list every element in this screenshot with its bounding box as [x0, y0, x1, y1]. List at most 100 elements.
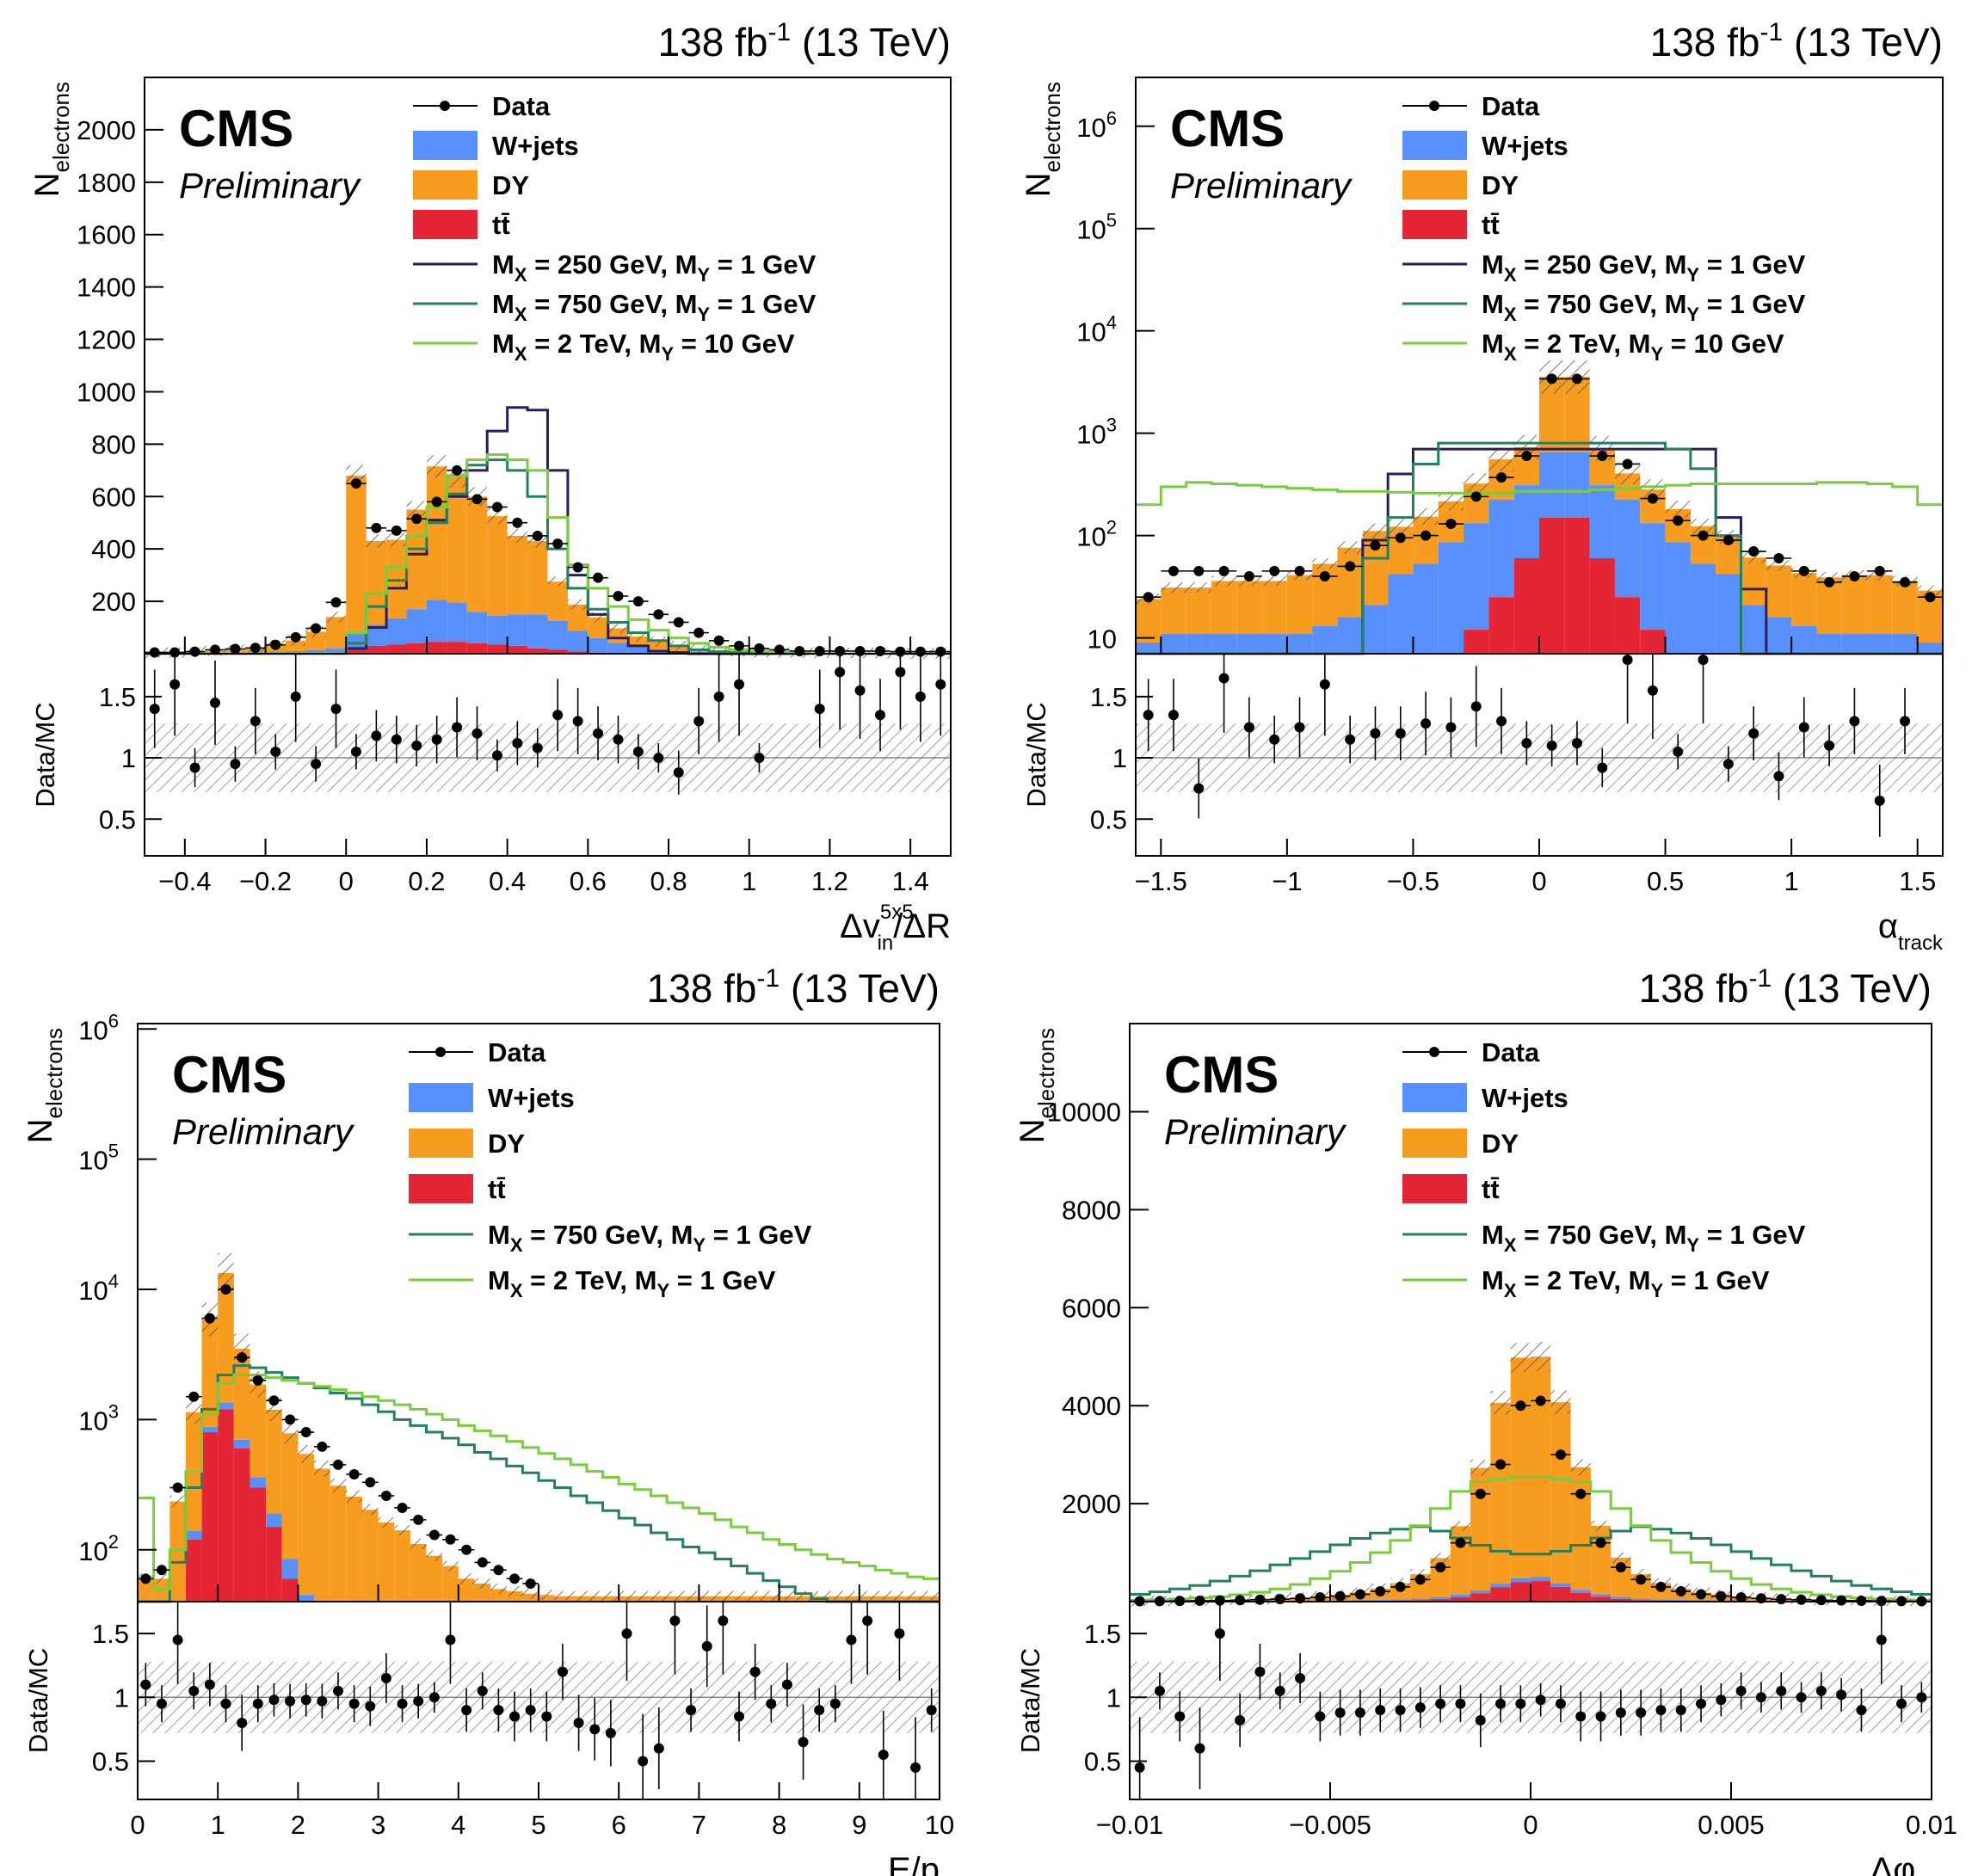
- mc-uncertainty-band: [547, 576, 568, 587]
- legend-label: tt̄: [492, 210, 510, 240]
- data-point: [1243, 570, 1254, 581]
- y-tick-exponent: 5: [1106, 210, 1117, 231]
- wjets-bar: [1630, 1598, 1651, 1601]
- ratio-uncertainty-band: [145, 723, 951, 792]
- ratio-y-axis-label: Data/MC: [1015, 1648, 1045, 1753]
- legend-entry: tt̄: [1402, 1174, 1500, 1204]
- legend-sub: Y: [1686, 264, 1699, 286]
- mc-uncertainty-band: [747, 1590, 763, 1602]
- mc-uncertainty-band: [619, 1590, 635, 1602]
- legend-label: MX = 250 GeV, MY = 1 GeV: [1482, 249, 1806, 286]
- ratio-point: [209, 697, 220, 708]
- wjets-bar: [1589, 485, 1615, 559]
- data-point: [397, 1502, 408, 1513]
- x-axis-label-rest: /ΔR: [893, 907, 951, 945]
- legend-label-text: M: [1482, 289, 1504, 319]
- legend-sub: X: [510, 1234, 523, 1256]
- x-tick-label: 0: [1531, 866, 1546, 896]
- wjets-bar: [1917, 643, 1943, 654]
- legend-sub: X: [515, 343, 527, 365]
- data-point: [391, 525, 402, 536]
- wjets-bar: [1640, 523, 1666, 630]
- ratio-point: [1295, 1673, 1306, 1684]
- legend-label-text: W+jets: [492, 131, 579, 161]
- ratio-point: [1776, 1685, 1787, 1696]
- ratio-point: [589, 1724, 601, 1735]
- legend-label-text: tt̄: [488, 1174, 506, 1204]
- data-point: [169, 647, 181, 658]
- mc-uncertainty-band: [346, 464, 367, 487]
- mc-uncertainty-band: [298, 1444, 315, 1463]
- data-point: [491, 501, 502, 513]
- data-point: [493, 1565, 504, 1576]
- ratio-point: [1716, 1695, 1727, 1706]
- dy-bar: [458, 1578, 475, 1602]
- data-point: [653, 609, 664, 620]
- ratio-point: [348, 1698, 360, 1709]
- ratio-point: [1798, 722, 1809, 733]
- ratio-point: [910, 1762, 921, 1773]
- wjets-bar: [366, 624, 387, 646]
- dy-bar: [1161, 587, 1186, 634]
- ratio-point: [1636, 1707, 1647, 1719]
- legend-data-dot: [440, 101, 450, 111]
- legend-end: = 1 GeV: [1699, 289, 1806, 319]
- ratio-point: [814, 704, 825, 715]
- ttbar-bar: [447, 642, 467, 654]
- mc-uncertainty-band: [426, 1550, 443, 1561]
- data-point: [140, 1573, 151, 1584]
- data-point: [431, 496, 442, 507]
- ratio-point: [1597, 762, 1608, 773]
- mc-uncertainty-band: [507, 528, 528, 544]
- ratio-point: [1555, 1698, 1566, 1709]
- ratio-point: [829, 1698, 841, 1709]
- luminosity-label: 138 fb-1 (13 TeV): [658, 18, 951, 65]
- data-point: [814, 645, 825, 656]
- ratio-point: [766, 1698, 777, 1709]
- wjets-bar: [1450, 1595, 1471, 1597]
- wjets-bar: [607, 643, 629, 654]
- legend-data-dot: [1429, 1047, 1439, 1057]
- ratio-point: [1445, 722, 1457, 733]
- mc-uncertainty-band: [730, 1590, 748, 1602]
- y-tick-base: 10: [78, 1536, 108, 1566]
- y-tick-exponent: 6: [1106, 108, 1117, 129]
- mc-uncertainty-band: [1611, 1553, 1631, 1564]
- mc-uncertainty-band: [490, 1584, 507, 1595]
- ratio-point: [1796, 1692, 1807, 1703]
- ratio-point: [1375, 1705, 1386, 1716]
- dy-bar: [361, 1510, 379, 1602]
- mc-uncertainty-band: [762, 1590, 780, 1602]
- legend-label: Data: [1482, 1037, 1540, 1067]
- legend-entry: MX = 250 GeV, MY = 1 GeV: [413, 249, 817, 286]
- mc-uncertainty-band: [1430, 1553, 1451, 1564]
- legend-entry: DY: [413, 170, 529, 200]
- ratio-point: [875, 710, 886, 721]
- wjets-bar: [406, 609, 427, 643]
- data-point: [1345, 561, 1356, 572]
- ratio-y-axis-label: Data/MC: [30, 702, 60, 807]
- mc-uncertainty-band: [1488, 447, 1514, 471]
- y-tick-label: 2000: [1062, 1489, 1121, 1519]
- luminosity-label: 138 fb-1 (13 TeV): [1639, 964, 1932, 1011]
- legend-label: MX = 750 GeV, MY = 1 GeV: [1482, 289, 1806, 325]
- data-point: [1575, 1488, 1587, 1499]
- y-axis-label-main: N: [28, 173, 66, 198]
- ratio-point: [285, 1695, 296, 1707]
- wjets-bar: [201, 1426, 219, 1433]
- data-point: [1168, 565, 1179, 576]
- legend-entry: MX = 2 TeV, MY = 1 GeV: [409, 1265, 776, 1301]
- data-point: [300, 1427, 311, 1438]
- mc-uncertainty-band: [366, 534, 387, 548]
- y-tick-label: 105: [1076, 210, 1117, 245]
- legend-mid: = 750 GeV, M: [523, 1220, 693, 1250]
- ttbar-bar: [201, 1432, 219, 1602]
- legend-fill-swatch: [1402, 131, 1467, 160]
- ttbar-bar: [487, 644, 508, 654]
- ratio-point: [1876, 1634, 1887, 1645]
- ratio-point: [1420, 718, 1432, 729]
- data-point: [237, 1352, 248, 1363]
- legend-sub: X: [515, 264, 527, 286]
- data-point: [1874, 565, 1885, 576]
